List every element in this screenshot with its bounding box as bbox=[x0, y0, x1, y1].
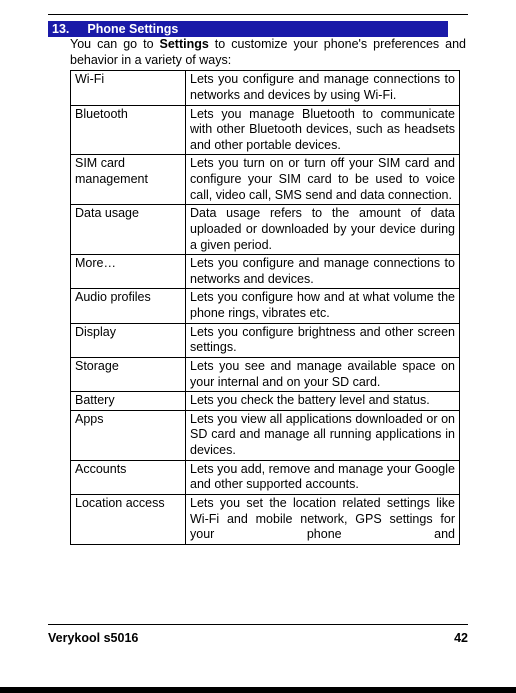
table-row: BluetoothLets you manage Bluetooth to co… bbox=[71, 105, 460, 155]
setting-desc: Lets you configure how and at what volum… bbox=[186, 289, 460, 323]
table-row: StorageLets you see and manage available… bbox=[71, 357, 460, 391]
setting-desc: Lets you turn on or turn off your SIM ca… bbox=[186, 155, 460, 205]
top-rule bbox=[48, 14, 468, 15]
table-row: Audio profilesLets you configure how and… bbox=[71, 289, 460, 323]
setting-desc: Lets you set the location related settin… bbox=[186, 494, 460, 544]
setting-desc: Lets you see and manage available space … bbox=[186, 357, 460, 391]
setting-name: Accounts bbox=[71, 460, 186, 494]
section-title: Phone Settings bbox=[87, 22, 178, 36]
table-row: Location accessLets you set the location… bbox=[71, 494, 460, 544]
setting-name: Apps bbox=[71, 410, 186, 460]
table-row: DisplayLets you configure brightness and… bbox=[71, 323, 460, 357]
table-row: More…Lets you configure and manage conne… bbox=[71, 255, 460, 289]
setting-desc: Lets you add, remove and manage your Goo… bbox=[186, 460, 460, 494]
table-row: Wi-FiLets you configure and manage conne… bbox=[71, 71, 460, 105]
table-row: BatteryLets you check the battery level … bbox=[71, 392, 460, 411]
setting-name: SIM card management bbox=[71, 155, 186, 205]
page-footer: Verykool s5016 42 bbox=[48, 624, 468, 645]
section-header: 13. Phone Settings bbox=[48, 21, 448, 37]
table-row: AccountsLets you add, remove and manage … bbox=[71, 460, 460, 494]
setting-desc: Lets you check the battery level and sta… bbox=[186, 392, 460, 411]
setting-name: Display bbox=[71, 323, 186, 357]
setting-name: Audio profiles bbox=[71, 289, 186, 323]
intro-bold: Settings bbox=[160, 37, 209, 51]
table-row: SIM card managementLets you turn on or t… bbox=[71, 155, 460, 205]
settings-tbody: Wi-FiLets you configure and manage conne… bbox=[71, 71, 460, 545]
setting-name: Wi-Fi bbox=[71, 71, 186, 105]
setting-name: More… bbox=[71, 255, 186, 289]
setting-desc: Lets you configure and manage connection… bbox=[186, 71, 460, 105]
page: 13. Phone Settings You can go to Setting… bbox=[0, 0, 516, 693]
footer-page: 42 bbox=[454, 631, 468, 645]
table-row: AppsLets you view all applications downl… bbox=[71, 410, 460, 460]
setting-name: Battery bbox=[71, 392, 186, 411]
table-row: Data usageData usage refers to the amoun… bbox=[71, 205, 460, 255]
intro-prefix: You can go to bbox=[70, 37, 160, 51]
setting-name: Bluetooth bbox=[71, 105, 186, 155]
intro-text: You can go to Settings to customize your… bbox=[48, 37, 468, 70]
setting-name: Storage bbox=[71, 357, 186, 391]
setting-desc: Data usage refers to the amount of data … bbox=[186, 205, 460, 255]
settings-table: Wi-FiLets you configure and manage conne… bbox=[70, 70, 460, 545]
setting-desc: Lets you view all applications downloade… bbox=[186, 410, 460, 460]
setting-name: Location access bbox=[71, 494, 186, 544]
setting-desc: Lets you configure and manage connection… bbox=[186, 255, 460, 289]
footer-model: Verykool s5016 bbox=[48, 631, 138, 645]
section-number: 13. bbox=[52, 22, 69, 36]
setting-desc: Lets you configure brightness and other … bbox=[186, 323, 460, 357]
setting-desc: Lets you manage Bluetooth to communicate… bbox=[186, 105, 460, 155]
bottom-bar bbox=[0, 687, 516, 693]
setting-name: Data usage bbox=[71, 205, 186, 255]
